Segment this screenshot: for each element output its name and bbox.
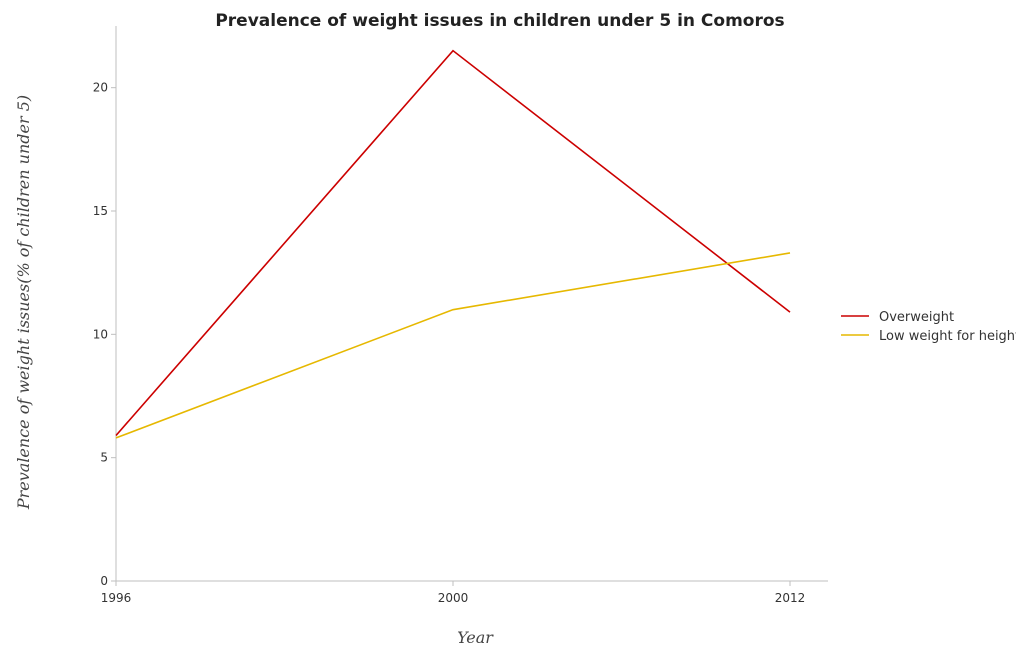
y-tick-label: 5 xyxy=(100,451,108,465)
plot-area xyxy=(115,26,828,582)
y-axis-label: Prevalence of weight issues(% of childre… xyxy=(14,95,33,510)
series-lines xyxy=(115,49,791,439)
series-line-overweight xyxy=(115,49,791,436)
x-tick-label: 1996 xyxy=(101,591,132,605)
x-tick-label: 2012 xyxy=(775,591,806,605)
x-axis-ticks: 1996 2000 2012 xyxy=(101,581,806,605)
chart-title: Prevalence of weight issues in children … xyxy=(215,11,784,31)
y-axis-ticks: 0 5 10 15 20 xyxy=(93,81,116,588)
y-tick-label: 0 xyxy=(100,574,108,588)
legend-label: Low weight for height xyxy=(879,329,1016,344)
series-line-low-weight-for-height xyxy=(115,252,791,439)
y-tick-label: 20 xyxy=(93,81,108,95)
legend-label: Overweight xyxy=(879,310,954,325)
y-tick-label: 10 xyxy=(93,327,108,341)
x-tick-label: 2000 xyxy=(438,591,469,605)
x-axis-label: Year xyxy=(457,628,494,647)
legend: Overweight Low weight for height xyxy=(841,310,1016,344)
y-tick-label: 15 xyxy=(93,204,108,218)
